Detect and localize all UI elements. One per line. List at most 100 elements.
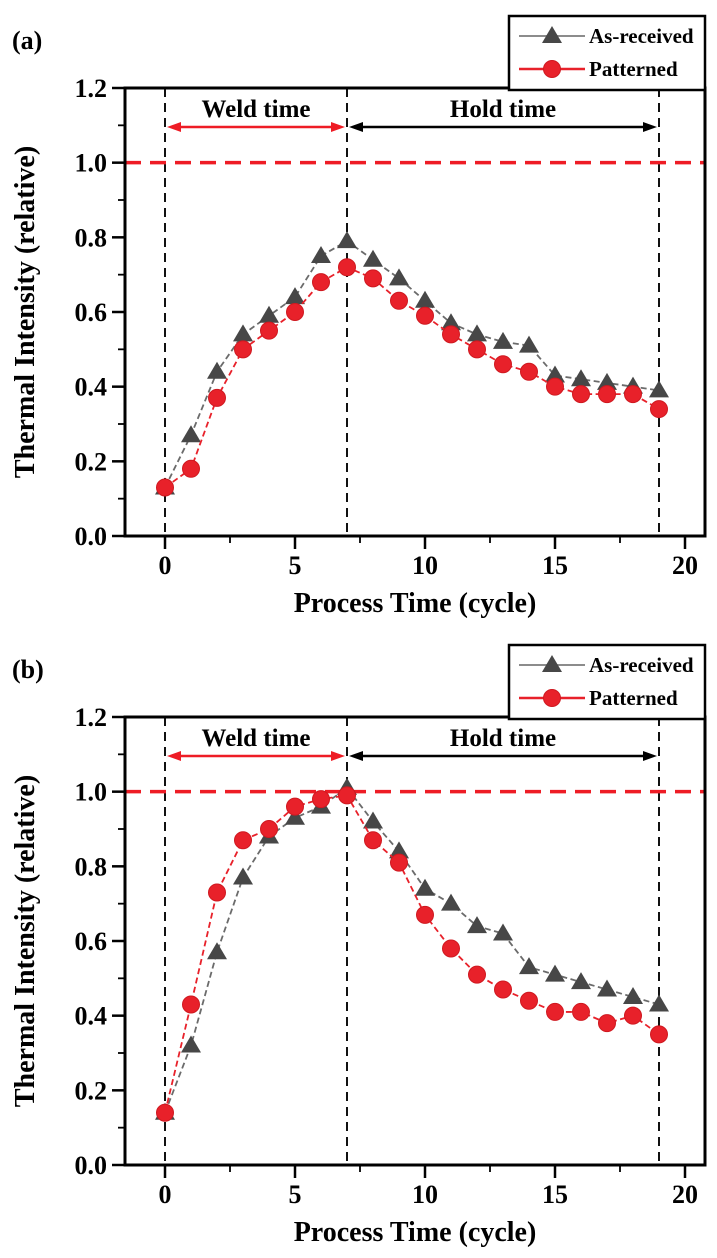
y-tick-label: 0.2 <box>75 1076 108 1105</box>
marker-triangle <box>181 425 201 443</box>
arrow-head <box>167 122 181 132</box>
legend-marker-triangle <box>542 655 562 672</box>
y-tick-label: 0.6 <box>75 927 108 956</box>
marker-triangle <box>519 957 539 975</box>
chart-panel-b: 0.0 0.2 0.4 0.6 0.8 1.0 1.2 0 5 10 15 20 (b) Proces… <box>10 643 707 1248</box>
annotation-layer <box>167 122 657 132</box>
x-tick-label: 5 <box>289 551 302 580</box>
marker-triangle <box>441 313 461 331</box>
legend-entry-as-received: As-received <box>589 24 694 48</box>
marker-circle <box>260 820 278 838</box>
marker-triangle <box>389 841 409 859</box>
legend-layer <box>507 643 707 721</box>
marker-circle <box>494 355 512 374</box>
marker-circle <box>468 340 486 359</box>
marker-circle <box>598 385 616 404</box>
marker-triangle <box>415 290 435 308</box>
marker-triangle <box>519 335 539 353</box>
marker-triangle <box>233 867 253 885</box>
marker-triangle <box>467 324 487 342</box>
weld-time-label: Weld time <box>201 96 310 123</box>
legend-entry-patterned: Patterned <box>589 57 678 81</box>
x-tick-label: 20 <box>672 551 698 580</box>
x-tick-label: 5 <box>289 1180 302 1209</box>
arrow-head <box>349 122 363 132</box>
marker-circle <box>234 340 252 359</box>
panel-label: (b) <box>12 655 44 684</box>
marker-circle <box>442 939 460 958</box>
legend-box <box>507 643 707 721</box>
weld-time-label: Weld time <box>201 725 310 752</box>
marker-circle <box>182 995 200 1014</box>
arrow-head <box>331 122 345 132</box>
marker-triangle <box>389 268 409 286</box>
arrow-head <box>643 122 657 132</box>
marker-circle <box>338 786 356 805</box>
marker-circle <box>624 385 642 404</box>
marker-circle <box>286 797 304 816</box>
marker-triangle <box>181 1035 201 1053</box>
marker-triangle <box>545 365 565 383</box>
marker-circle <box>156 1103 174 1122</box>
x-tick-label: 0 <box>159 551 172 580</box>
y-tick-label: 1.2 <box>75 74 108 103</box>
marker-circle <box>390 291 408 310</box>
marker-triangle <box>649 380 669 398</box>
marker-circle <box>234 831 252 850</box>
arrow-head <box>167 751 181 761</box>
marker-circle <box>598 1014 616 1033</box>
y-tick-label: 0.0 <box>75 522 108 551</box>
marker-triangle <box>545 964 565 982</box>
marker-circle <box>546 377 564 396</box>
marker-circle <box>442 325 460 344</box>
marker-circle <box>364 269 382 288</box>
arrow-head <box>643 751 657 761</box>
plot-frame <box>123 715 707 1167</box>
legend-marker-circle <box>543 60 561 78</box>
arrow-head <box>349 751 363 761</box>
marker-triangle <box>467 916 487 934</box>
y-axis-title: Thermal Intensity (relative) <box>10 146 41 478</box>
series-line-patterned <box>164 266 660 489</box>
panel-label: (a) <box>12 26 42 55</box>
axes-layer: 0.0 0.2 0.4 0.6 0.8 1.0 1.2 0 5 10 15 20 <box>75 703 707 1209</box>
marker-circle <box>494 980 512 999</box>
legend-box <box>507 14 707 92</box>
marker-circle <box>546 1002 564 1021</box>
legend-entry-patterned: Patterned <box>589 686 678 710</box>
x-axis-title: Process Time (cycle) <box>294 1217 537 1248</box>
marker-circle <box>416 306 434 325</box>
annotation-layer <box>167 751 657 761</box>
marker-circle <box>520 362 538 381</box>
series-layer <box>155 777 669 1122</box>
marker-triangle <box>285 287 305 305</box>
marker-triangle <box>623 987 643 1004</box>
y-tick-label: 0.4 <box>75 1002 108 1031</box>
marker-circle <box>208 883 226 902</box>
marker-triangle <box>311 246 331 263</box>
marker-triangle <box>597 979 617 997</box>
marker-triangle <box>649 994 669 1012</box>
plot-frame <box>123 86 707 538</box>
y-tick-label: 0.0 <box>75 1151 108 1180</box>
y-tick-label: 0.8 <box>75 223 108 252</box>
chart-panel-a: 0.0 0.2 0.4 0.6 0.8 1.0 1.2 0 5 10 15 20 (a) Proces… <box>10 14 707 619</box>
marker-triangle <box>363 811 383 829</box>
y-tick-label: 1.0 <box>75 778 108 807</box>
guides-layer <box>125 717 705 1165</box>
marker-triangle <box>415 878 435 896</box>
series-line-as-received <box>164 239 660 488</box>
x-tick-label: 10 <box>412 551 438 580</box>
y-tick-label: 0.2 <box>75 447 108 476</box>
y-tick-label: 1.0 <box>75 149 108 178</box>
x-tick-label: 15 <box>542 1180 568 1209</box>
marker-triangle <box>337 231 357 249</box>
marker-circle <box>572 385 590 404</box>
legend-layer <box>507 14 707 92</box>
marker-circle <box>182 459 200 478</box>
marker-triangle <box>493 923 513 941</box>
marker-triangle <box>285 807 305 825</box>
marker-circle <box>312 790 330 809</box>
hold-time-label: Hold time <box>450 96 556 123</box>
y-tick-label: 0.4 <box>75 373 108 402</box>
